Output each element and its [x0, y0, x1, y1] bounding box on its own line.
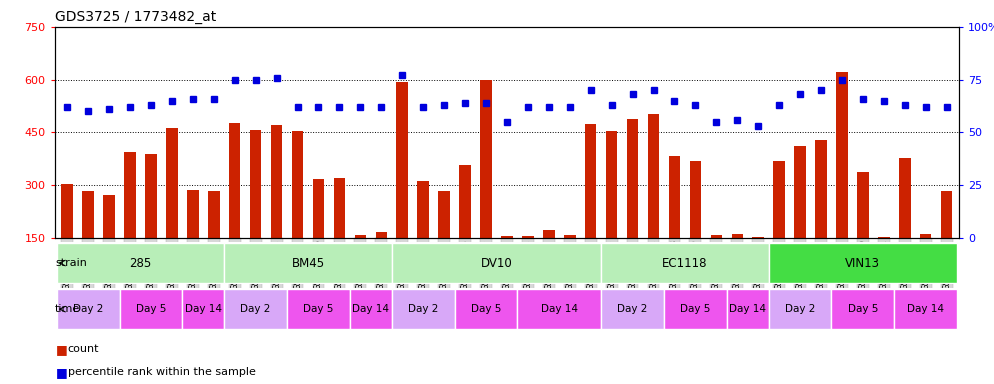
- Bar: [836, 71, 848, 291]
- Bar: [832, 289, 895, 329]
- Bar: [334, 178, 345, 291]
- Bar: [773, 161, 785, 291]
- Bar: [518, 289, 601, 329]
- Bar: [878, 237, 890, 291]
- Text: Day 2: Day 2: [785, 304, 815, 314]
- Bar: [350, 289, 392, 329]
- Text: Day 2: Day 2: [408, 304, 438, 314]
- Bar: [899, 158, 911, 291]
- Bar: [543, 230, 555, 291]
- Text: Day 14: Day 14: [185, 304, 222, 314]
- Bar: [727, 289, 768, 329]
- Bar: [664, 289, 727, 329]
- Bar: [270, 125, 282, 291]
- Bar: [397, 82, 408, 291]
- Text: BM45: BM45: [291, 257, 325, 270]
- Bar: [501, 236, 513, 291]
- Bar: [690, 161, 701, 291]
- Bar: [627, 119, 638, 291]
- Bar: [459, 165, 471, 291]
- Bar: [182, 289, 225, 329]
- Text: Day 5: Day 5: [136, 304, 166, 314]
- Bar: [119, 289, 182, 329]
- Bar: [601, 289, 664, 329]
- Bar: [187, 190, 199, 291]
- Bar: [376, 232, 387, 291]
- Bar: [229, 122, 241, 291]
- Bar: [857, 172, 869, 291]
- Bar: [225, 243, 392, 283]
- Bar: [292, 131, 303, 291]
- Bar: [208, 191, 220, 291]
- Text: Day 2: Day 2: [617, 304, 648, 314]
- Bar: [711, 235, 722, 291]
- Bar: [62, 184, 73, 291]
- Text: Day 5: Day 5: [848, 304, 878, 314]
- Bar: [768, 243, 957, 283]
- Bar: [732, 233, 744, 291]
- Bar: [225, 289, 287, 329]
- Bar: [438, 191, 450, 291]
- Text: Day 5: Day 5: [680, 304, 711, 314]
- Bar: [601, 243, 768, 283]
- Text: GDS3725 / 1773482_at: GDS3725 / 1773482_at: [55, 10, 216, 25]
- Bar: [895, 289, 957, 329]
- Bar: [752, 237, 764, 291]
- Bar: [648, 114, 659, 291]
- Text: Day 14: Day 14: [908, 304, 944, 314]
- Text: Day 14: Day 14: [352, 304, 390, 314]
- Bar: [920, 233, 931, 291]
- Text: 285: 285: [129, 257, 152, 270]
- Bar: [355, 235, 366, 291]
- Text: strain: strain: [55, 258, 86, 268]
- Bar: [145, 154, 157, 291]
- Text: percentile rank within the sample: percentile rank within the sample: [68, 367, 255, 377]
- Text: Day 2: Day 2: [73, 304, 103, 314]
- Bar: [454, 289, 518, 329]
- Bar: [392, 289, 454, 329]
- Text: ■: ■: [56, 343, 68, 356]
- Bar: [166, 128, 178, 291]
- Bar: [941, 191, 952, 291]
- Bar: [522, 236, 534, 291]
- Bar: [606, 131, 617, 291]
- Text: count: count: [68, 344, 99, 354]
- Text: Day 5: Day 5: [303, 304, 334, 314]
- Bar: [313, 179, 324, 291]
- Bar: [417, 181, 429, 291]
- Text: ■: ■: [56, 366, 68, 379]
- Text: Day 14: Day 14: [730, 304, 766, 314]
- Bar: [57, 243, 225, 283]
- Bar: [669, 156, 680, 291]
- Text: Day 14: Day 14: [541, 304, 578, 314]
- Bar: [392, 243, 601, 283]
- Bar: [815, 140, 827, 291]
- Bar: [83, 191, 93, 291]
- Bar: [124, 152, 136, 291]
- Bar: [564, 235, 576, 291]
- Text: VIN13: VIN13: [845, 257, 881, 270]
- Text: time: time: [55, 304, 81, 314]
- Bar: [103, 195, 115, 291]
- Bar: [768, 289, 832, 329]
- Bar: [584, 124, 596, 291]
- Text: EC1118: EC1118: [662, 257, 708, 270]
- Bar: [794, 146, 806, 291]
- Bar: [249, 130, 261, 291]
- Text: DV10: DV10: [480, 257, 512, 270]
- Text: Day 5: Day 5: [471, 304, 501, 314]
- Bar: [287, 289, 350, 329]
- Bar: [57, 289, 119, 329]
- Text: Day 2: Day 2: [241, 304, 271, 314]
- Bar: [480, 80, 492, 291]
